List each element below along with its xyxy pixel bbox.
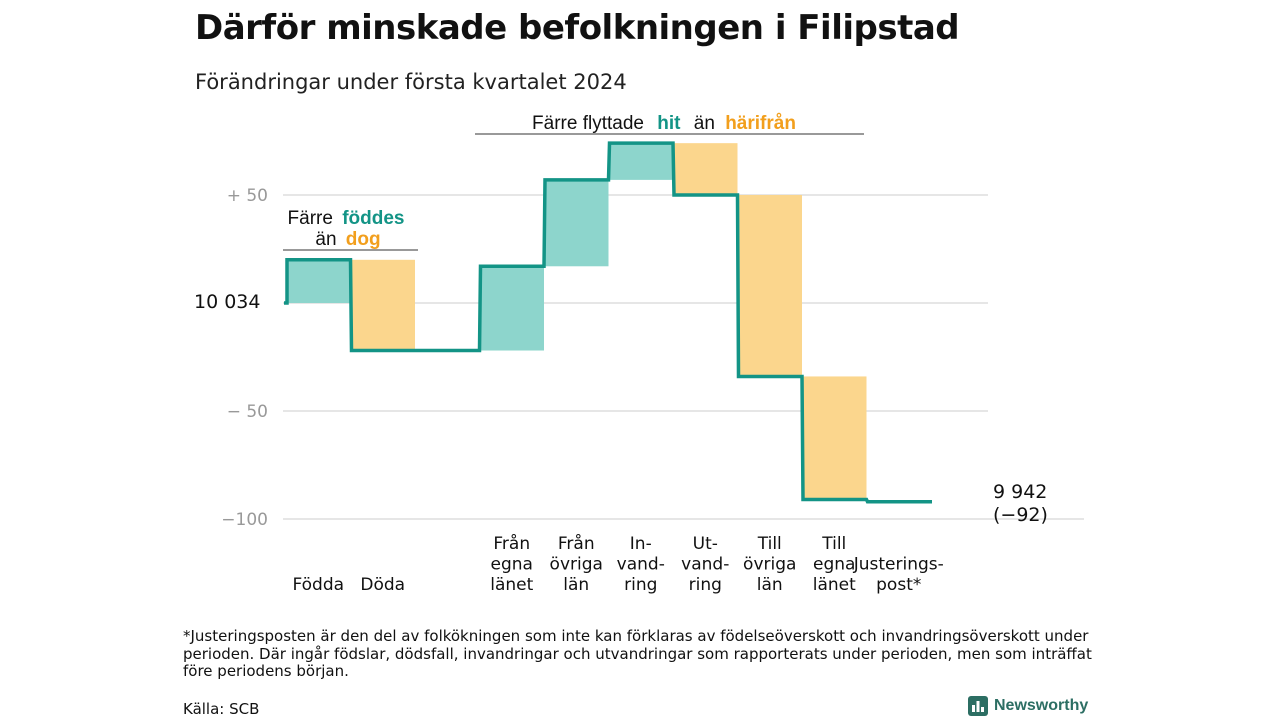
annotation-migration: Färre flyttade hit än härifrån bbox=[475, 113, 864, 135]
x-category-label: Från bbox=[558, 533, 595, 554]
y-tick-label: −100 bbox=[221, 510, 268, 530]
x-category-label: övriga bbox=[550, 555, 603, 575]
x-category-label: egna bbox=[813, 555, 855, 575]
annotation-text: än bbox=[315, 229, 336, 250]
x-category-label: In- bbox=[630, 534, 652, 554]
x-category-label: Till bbox=[821, 534, 846, 554]
x-category-label: post* bbox=[876, 575, 921, 595]
chart-title: Därför minskade befolkningen i Filipstad bbox=[195, 8, 960, 48]
footnote: *Justeringsposten är den del av folkökni… bbox=[183, 627, 1092, 680]
x-category-label: Ut- bbox=[693, 534, 718, 554]
step-line-layer bbox=[284, 141, 932, 504]
bar-inflow bbox=[287, 259, 351, 303]
step-line bbox=[284, 141, 932, 504]
bars bbox=[287, 143, 867, 500]
end-change-label: (−92) bbox=[993, 504, 1048, 526]
start-value-label: 10 034 bbox=[194, 291, 260, 313]
x-category-label: länet bbox=[490, 575, 533, 595]
chart-subtitle: Förändringar under första kvartalet 2024 bbox=[195, 70, 627, 94]
x-category-label: län bbox=[757, 575, 783, 595]
x-category-label: vand- bbox=[681, 555, 729, 575]
end-value-label: 9 942 bbox=[993, 481, 1047, 503]
bar-chart-icon bbox=[968, 696, 988, 716]
x-category-label: övriga bbox=[743, 555, 796, 575]
source-label: Källa: SCB bbox=[183, 700, 260, 718]
x-category-label: ring bbox=[624, 575, 657, 595]
x-category-label: ring bbox=[689, 575, 722, 595]
annotation-text: Färre bbox=[288, 208, 333, 229]
y-tick-label: + 50 bbox=[227, 186, 268, 206]
annotation-text: Färre flyttade bbox=[532, 113, 644, 134]
y-tick-label: − 50 bbox=[227, 402, 268, 422]
x-category-label: Justerings- bbox=[853, 555, 944, 575]
x-category-label: egna bbox=[491, 555, 533, 575]
brand-logo: Newsworthy bbox=[968, 696, 1088, 716]
brand-name: Newsworthy bbox=[994, 697, 1089, 714]
annotation-text-between: än bbox=[694, 113, 715, 134]
svg-text:Färre föddes: Färre föddes bbox=[288, 208, 405, 229]
labels: Födda DödaFrånegnalänetFrånövrigalänIn-va… bbox=[292, 533, 943, 595]
bar-outflow bbox=[738, 195, 802, 377]
bar-inflow bbox=[545, 179, 609, 267]
annotation-births-deaths: Färre föddes än dog bbox=[283, 208, 418, 251]
annotation-highlight-out: härifrån bbox=[725, 113, 796, 134]
x-category-label: Döda bbox=[360, 575, 405, 595]
annotation-highlight-in: hit bbox=[657, 113, 681, 134]
annotation-highlight-died: dog bbox=[346, 229, 381, 250]
x-category-label: länet bbox=[813, 575, 856, 595]
x-category-label: Till bbox=[757, 534, 782, 554]
svg-text:Färre flyttade hit: Färre flyttade hit än härifrån bbox=[532, 113, 796, 134]
bar-inflow bbox=[609, 143, 673, 180]
x-category-label: vand- bbox=[617, 555, 665, 575]
x-category-label: län bbox=[563, 575, 589, 595]
bar-outflow bbox=[803, 376, 867, 500]
x-category-label: Från bbox=[493, 533, 530, 554]
x-category-label: Födda bbox=[292, 575, 344, 595]
bar-outflow bbox=[351, 259, 415, 351]
bar-outflow bbox=[674, 143, 738, 195]
svg-text:än dog: än dog bbox=[315, 229, 380, 250]
bar-inflow bbox=[480, 266, 544, 351]
annotation-highlight-born: föddes bbox=[342, 208, 404, 229]
